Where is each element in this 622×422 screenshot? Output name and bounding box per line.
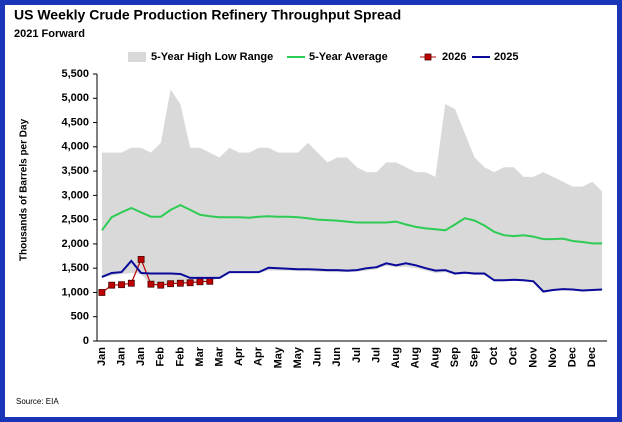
x-tick-label: Dec (567, 347, 579, 367)
legend-swatch (128, 52, 146, 62)
x-tick-label: Feb (155, 347, 167, 367)
y-tick-label: 4,500 (61, 116, 89, 128)
y-tick-label: 1,000 (61, 286, 89, 298)
y-tick-label: 0 (83, 335, 89, 347)
y-tick-label: 3,500 (61, 165, 89, 177)
x-tick-label: Jan (115, 347, 127, 366)
x-tick-label: Mar (214, 346, 226, 366)
x-tick-label: Jul (351, 347, 363, 363)
marker (118, 281, 125, 289)
marker (196, 278, 204, 286)
x-tick-label: Jan (96, 347, 108, 366)
legend-label: 5-Year High Low Range (151, 51, 273, 63)
range-area (101, 89, 603, 293)
marker (186, 279, 194, 287)
legend-label: 2025 (494, 51, 518, 63)
legend-label: 2026 (442, 51, 466, 63)
legend-swatch (424, 53, 432, 61)
x-tick-label: Aug (390, 347, 402, 368)
chart-title: US Weekly Crude Production Refinery Thro… (14, 7, 401, 23)
x-tick-label: May (272, 346, 284, 368)
marker (98, 289, 106, 296)
chart-subtitle: 2021 Forward (14, 28, 85, 40)
y-axis-label: Thousands of Barrels per Day (19, 118, 30, 261)
y-tick-label: 5,500 (61, 68, 89, 80)
marker (137, 256, 145, 263)
x-tick-label: Jun (312, 347, 324, 367)
marker (167, 280, 174, 288)
x-tick-label: May (292, 346, 304, 368)
x-tick-label: Sep (469, 347, 481, 367)
y-tick-label: 5,000 (61, 92, 89, 104)
marker (127, 279, 135, 287)
marker (206, 277, 214, 285)
x-tick-label: Mar (194, 346, 206, 366)
x-tick-label: Nov (527, 346, 539, 368)
source: Source: EIA (16, 397, 59, 406)
x-tick-label: Sep (449, 347, 461, 367)
x-tick-label: Feb (174, 347, 186, 367)
y-tick-label: 1,500 (61, 262, 89, 274)
x-tick-label: Dec (586, 347, 598, 367)
series-line (101, 203, 603, 245)
legend-label: 5-Year Average (309, 51, 388, 63)
x-tick-label: Jan (135, 347, 147, 366)
x-tick-label: Apr (253, 346, 265, 366)
x-tick-label: Oct (508, 347, 520, 366)
y-tick-label: 3,000 (61, 189, 89, 201)
series-line (101, 259, 603, 293)
x-tick-label: Aug (429, 347, 441, 368)
marker (108, 281, 116, 289)
x-tick-label: Jun (331, 347, 343, 367)
y-tick-label: 500 (71, 311, 89, 323)
y-tick-label: 2,000 (61, 238, 89, 250)
marker (147, 280, 155, 288)
x-tick-label: Nov (547, 346, 559, 368)
x-tick-label: Jul (370, 347, 382, 363)
marker (157, 281, 165, 289)
x-tick-label: Apr (233, 346, 245, 366)
y-tick-label: 2,500 (61, 214, 89, 226)
marker (176, 279, 184, 287)
y-tick-label: 4,000 (61, 141, 89, 153)
x-tick-label: Oct (488, 347, 500, 366)
x-tick-label: Aug (410, 347, 422, 368)
